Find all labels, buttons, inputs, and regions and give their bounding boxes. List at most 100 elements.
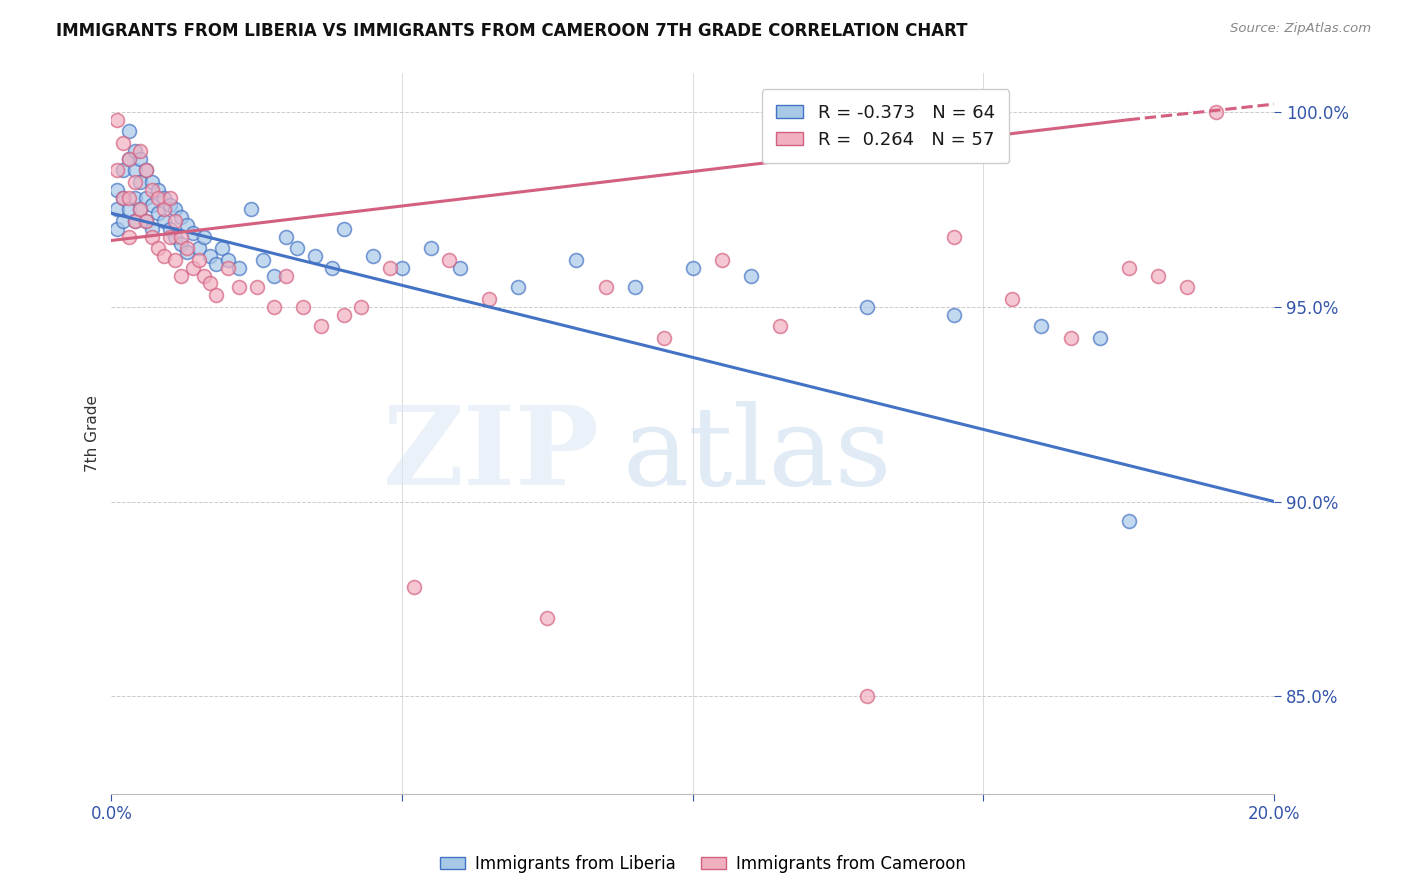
- Point: [252, 252, 274, 267]
- Point: [124, 163, 146, 178]
- Point: [193, 268, 215, 283]
- Point: [176, 241, 198, 255]
- Legend: R = -0.373   N = 64, R =  0.264   N = 57: R = -0.373 N = 64, R = 0.264 N = 57: [762, 89, 1010, 163]
- Text: atlas: atlas: [623, 401, 893, 508]
- Point: [141, 229, 163, 244]
- Point: [187, 241, 209, 255]
- Point: [181, 226, 204, 240]
- Point: [146, 206, 169, 220]
- Point: [124, 175, 146, 189]
- Point: [112, 191, 135, 205]
- Point: [105, 163, 128, 178]
- Point: [217, 260, 239, 275]
- Point: [652, 331, 675, 345]
- Point: [105, 183, 128, 197]
- Point: [112, 214, 135, 228]
- Point: [112, 136, 135, 150]
- Point: [135, 163, 157, 178]
- Point: [263, 268, 285, 283]
- Text: ZIP: ZIP: [382, 401, 600, 508]
- Point: [135, 214, 157, 228]
- Point: [129, 144, 152, 158]
- Point: [1118, 514, 1140, 528]
- Point: [141, 198, 163, 212]
- Point: [769, 319, 792, 334]
- Point: [309, 319, 332, 334]
- Point: [211, 241, 233, 255]
- Point: [118, 202, 141, 217]
- Point: [1205, 104, 1227, 119]
- Point: [1146, 268, 1168, 283]
- Point: [228, 280, 250, 294]
- Point: [856, 690, 879, 704]
- Point: [321, 260, 343, 275]
- Legend: Immigrants from Liberia, Immigrants from Cameroon: Immigrants from Liberia, Immigrants from…: [433, 848, 973, 880]
- Point: [193, 229, 215, 244]
- Point: [105, 222, 128, 236]
- Point: [1031, 319, 1053, 334]
- Point: [159, 222, 181, 236]
- Point: [478, 292, 501, 306]
- Text: IMMIGRANTS FROM LIBERIA VS IMMIGRANTS FROM CAMEROON 7TH GRADE CORRELATION CHART: IMMIGRANTS FROM LIBERIA VS IMMIGRANTS FR…: [56, 22, 967, 40]
- Point: [165, 202, 187, 217]
- Point: [402, 580, 425, 594]
- Point: [135, 163, 157, 178]
- Point: [170, 229, 193, 244]
- Point: [141, 222, 163, 236]
- Point: [159, 229, 181, 244]
- Point: [1088, 331, 1111, 345]
- Point: [391, 260, 413, 275]
- Point: [165, 229, 187, 244]
- Point: [176, 218, 198, 232]
- Point: [437, 252, 460, 267]
- Point: [710, 252, 733, 267]
- Point: [141, 175, 163, 189]
- Point: [274, 229, 297, 244]
- Point: [449, 260, 471, 275]
- Point: [129, 202, 152, 217]
- Point: [682, 260, 704, 275]
- Point: [595, 280, 617, 294]
- Point: [943, 229, 966, 244]
- Point: [536, 611, 558, 625]
- Point: [152, 214, 174, 228]
- Point: [1118, 260, 1140, 275]
- Point: [623, 280, 645, 294]
- Point: [228, 260, 250, 275]
- Point: [146, 191, 169, 205]
- Point: [105, 112, 128, 127]
- Point: [565, 252, 588, 267]
- Point: [152, 191, 174, 205]
- Point: [176, 245, 198, 260]
- Point: [170, 210, 193, 224]
- Point: [187, 252, 209, 267]
- Point: [508, 280, 530, 294]
- Point: [124, 214, 146, 228]
- Point: [146, 183, 169, 197]
- Point: [146, 241, 169, 255]
- Point: [181, 260, 204, 275]
- Point: [1175, 280, 1198, 294]
- Point: [292, 300, 315, 314]
- Point: [200, 249, 222, 263]
- Point: [165, 214, 187, 228]
- Point: [112, 163, 135, 178]
- Point: [118, 124, 141, 138]
- Point: [246, 280, 269, 294]
- Point: [1001, 292, 1024, 306]
- Point: [105, 202, 128, 217]
- Point: [118, 152, 141, 166]
- Point: [170, 268, 193, 283]
- Point: [205, 257, 228, 271]
- Point: [420, 241, 443, 255]
- Point: [124, 144, 146, 158]
- Point: [129, 175, 152, 189]
- Point: [205, 288, 228, 302]
- Point: [135, 214, 157, 228]
- Point: [1059, 331, 1081, 345]
- Point: [124, 191, 146, 205]
- Point: [333, 222, 356, 236]
- Point: [380, 260, 402, 275]
- Point: [304, 249, 326, 263]
- Point: [118, 152, 141, 166]
